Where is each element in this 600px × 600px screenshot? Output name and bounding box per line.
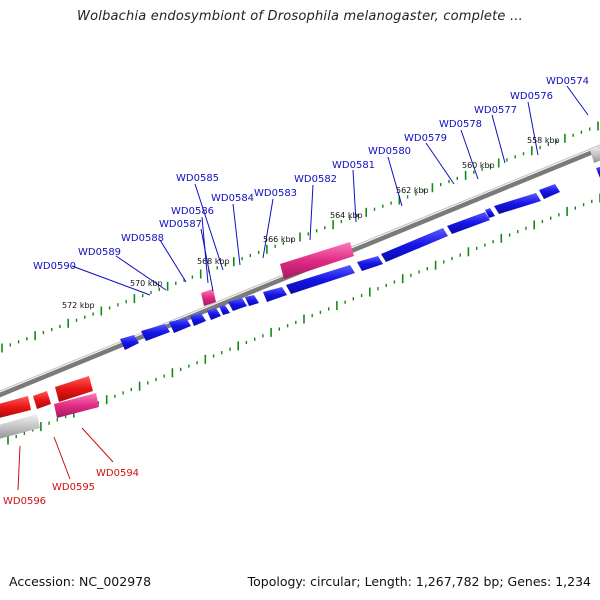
pseudo-gene-feature-small[interactable] [201, 289, 216, 306]
gene-feature-wd0574[interactable] [539, 184, 560, 199]
forward-gene-labels: WD0590 WD0589 WD0588 WD0587 WD0586 WD058… [33, 76, 589, 272]
rna-feature-upper[interactable] [590, 146, 600, 163]
lower-scale-ticks [7, 193, 600, 445]
forward-strand-track [120, 166, 600, 350]
scale-label-560: 560 kbp [462, 161, 495, 170]
scale-label-572: 572 kbp [62, 301, 95, 310]
accession-text: Accession: NC_002978 [9, 574, 152, 589]
gene-label-wd0585[interactable]: WD0585 [176, 173, 219, 184]
gene-feature-edge[interactable] [596, 166, 600, 178]
gene-feature-wd0577[interactable] [485, 208, 495, 218]
gene-feature-wd0596[interactable] [0, 396, 31, 419]
gene-feature-wd0584[interactable] [228, 298, 247, 311]
gene-feature-wd0588[interactable] [169, 318, 191, 333]
scale-label-570: 570 kbp [130, 279, 163, 288]
gene-label-wd0580[interactable]: WD0580 [368, 146, 411, 157]
scale-label-566: 566 kbp [263, 235, 296, 244]
genome-stats-text: Topology: circular; Length: 1,267,782 bp… [247, 574, 591, 589]
gene-feature-wd0579[interactable] [381, 228, 448, 262]
upper-scale-ticks [1, 121, 599, 353]
gene-label-wd0577[interactable]: WD0577 [474, 105, 517, 116]
genome-title: Wolbachia endosymbiont of Drosophila mel… [77, 9, 523, 24]
gene-label-wd0581[interactable]: WD0581 [332, 160, 375, 171]
gene-label-wd0576[interactable]: WD0576 [510, 91, 553, 102]
gene-label-wd0588[interactable]: WD0588 [121, 233, 164, 244]
gene-feature-wd0582[interactable] [263, 287, 287, 302]
scale-label-558: 558 kbp [527, 136, 560, 145]
scale-label-568: 568 kbp [197, 257, 230, 266]
gene-label-wd0579[interactable]: WD0579 [404, 133, 447, 144]
gene-label-wd0590[interactable]: WD0590 [33, 261, 76, 272]
gene-feature-wd0595[interactable] [33, 391, 51, 409]
reverse-label-leaders [17, 427, 114, 491]
gene-feature-wd0587[interactable] [190, 313, 206, 326]
gene-label-wd0589[interactable]: WD0589 [78, 247, 121, 258]
gene-feature-wd0580[interactable] [357, 256, 383, 271]
gene-feature-wd0586[interactable] [207, 308, 221, 320]
reverse-gene-labels: WD0594 WD0595 WD0596 [3, 468, 139, 507]
gene-feature-wd0594[interactable] [55, 376, 93, 402]
gene-label-wd0586[interactable]: WD0586 [171, 206, 214, 217]
gene-label-wd0594[interactable]: WD0594 [96, 468, 139, 479]
gene-feature-wd0589[interactable] [141, 324, 170, 341]
scale-label-564: 564 kbp [330, 211, 363, 220]
gene-feature-wd0581[interactable] [286, 265, 355, 294]
misc-feature-track [0, 146, 600, 440]
rna-feature-lower[interactable] [0, 414, 40, 440]
gene-feature-wd0583[interactable] [245, 295, 259, 306]
gene-label-wd0583[interactable]: WD0583 [254, 188, 297, 199]
gene-label-wd0578[interactable]: WD0578 [439, 119, 482, 130]
gene-feature-wd0585[interactable] [219, 305, 230, 315]
scale-label-562: 562 kbp [396, 186, 429, 195]
gene-label-wd0595[interactable]: WD0595 [52, 482, 95, 493]
reverse-strand-track [0, 376, 93, 419]
gene-label-wd0582[interactable]: WD0582 [294, 174, 337, 185]
pseudo-gene-feature-lower[interactable] [54, 393, 99, 418]
gene-feature-wd0576[interactable] [494, 193, 541, 214]
pseudo-gene-feature-upper[interactable] [280, 242, 354, 279]
gene-feature-wd0590[interactable] [120, 335, 139, 350]
forward-label-leaders [71, 85, 589, 296]
gene-label-wd0587[interactable]: WD0587 [159, 219, 202, 230]
gene-label-wd0584[interactable]: WD0584 [211, 193, 254, 204]
gene-feature-wd0578[interactable] [447, 212, 490, 234]
gene-label-wd0574[interactable]: WD0574 [546, 76, 589, 87]
gene-label-wd0596[interactable]: WD0596 [3, 496, 46, 507]
scale-labels: 558 kbp 560 kbp 562 kbp 564 kbp 566 kbp … [62, 136, 560, 310]
